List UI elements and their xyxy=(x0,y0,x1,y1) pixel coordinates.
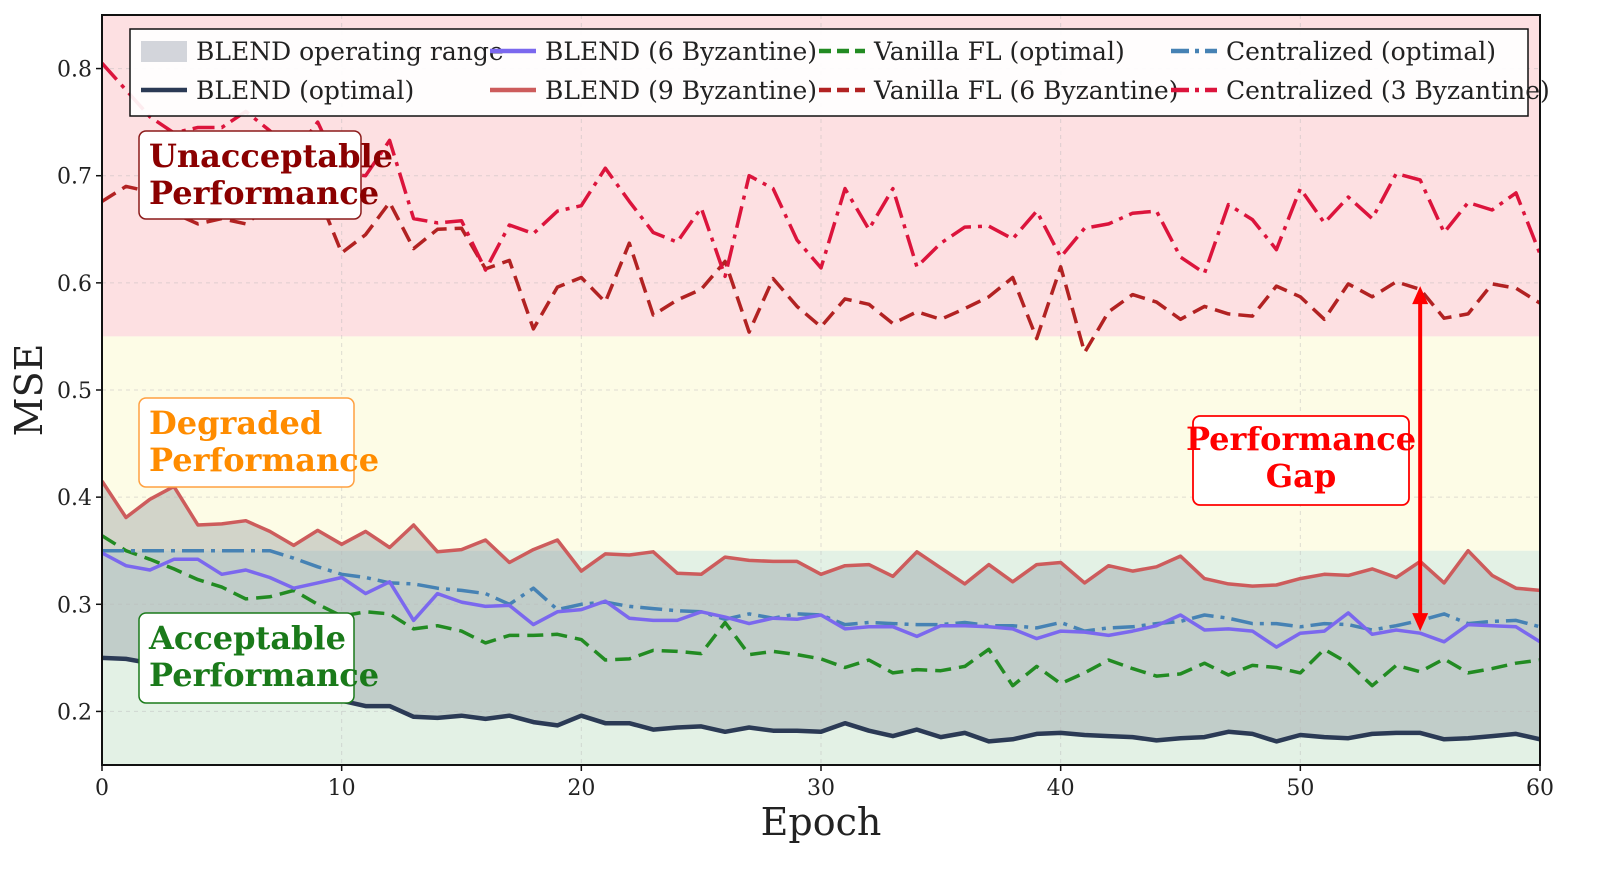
zone-label-line1: Unacceptable xyxy=(149,137,393,175)
y-tick-label-2: 0.4 xyxy=(57,486,92,511)
y-tick-label-3: 0.5 xyxy=(57,379,92,404)
legend-label: Vanilla FL (6 Byzantine) xyxy=(873,76,1178,105)
legend-label: Centralized (3 Byzantine) xyxy=(1226,76,1550,105)
zone-label-line2: Performance xyxy=(149,441,379,479)
zone-label-line2: Performance xyxy=(149,656,379,694)
x-tick-label-0: 0 xyxy=(95,776,109,801)
legend-entry-5: BLEND (9 Byzantine) xyxy=(490,76,817,105)
y-axis-title: MSE xyxy=(7,344,51,437)
y-tick-label-5: 0.7 xyxy=(57,165,92,190)
axes: 0 10 20 30 40 50 60 0.2 0.3 0.4 0.5 0.6 0.7 0.8 Epoch M… xyxy=(7,14,1554,844)
legend-entry-1: BLEND (6 Byzantine) xyxy=(490,37,817,66)
legend-label: BLEND (6 Byzantine) xyxy=(545,37,817,66)
legend-label: BLEND (optimal) xyxy=(196,76,414,105)
legend-swatch xyxy=(141,41,187,62)
legend-entry-0: BLEND operating range xyxy=(141,37,504,66)
series-line-blend-9-byzantine xyxy=(102,480,1540,593)
legend-entry-2: Vanilla FL (optimal) xyxy=(819,37,1125,66)
x-tick-label-2: 20 xyxy=(567,776,595,801)
series-line-centralized-optimal xyxy=(102,548,1540,633)
y-tick-label-4: 0.6 xyxy=(57,272,92,297)
y-tick-label-1: 0.3 xyxy=(57,593,92,618)
legend-label: BLEND (9 Byzantine) xyxy=(545,76,817,105)
gap-label-line1: Performance xyxy=(1186,420,1416,458)
y-tick-label-0: 0.2 xyxy=(57,700,92,725)
zone-labels: UnacceptablePerformanceDegradedPerforman… xyxy=(138,130,393,704)
zone-label-box xyxy=(138,612,355,704)
legend: BLEND operating range BLEND (6 Byzantine)… xyxy=(129,28,1550,117)
x-tick-label-4: 40 xyxy=(1047,776,1075,801)
legend-entry-3: Centralized (optimal) xyxy=(1171,37,1496,66)
gap-arrow-head-bottom xyxy=(1412,613,1429,632)
legend-label: Vanilla FL (optimal) xyxy=(873,37,1125,66)
legend-entry-7: Centralized (3 Byzantine) xyxy=(1171,76,1550,105)
legend-entry-6: Vanilla FL (6 Byzantine) xyxy=(819,76,1178,105)
x-tick-label-5: 50 xyxy=(1286,776,1314,801)
gap-arrow-head-top xyxy=(1412,286,1429,305)
zone-label-box xyxy=(138,397,355,488)
x-tick-label-3: 30 xyxy=(807,776,835,801)
legend-label: BLEND operating range xyxy=(196,37,504,66)
zone-label-line1: Degraded xyxy=(149,404,322,442)
gap-label-line2: Gap xyxy=(1266,457,1336,495)
zone-label-box xyxy=(138,130,362,220)
x-axis-title: Epoch xyxy=(761,800,882,844)
series-line-vanilla-fl-6-byzantine xyxy=(102,184,1540,355)
y-tick-label-6: 0.8 xyxy=(57,58,92,83)
legend-entry-4: BLEND (optimal) xyxy=(141,76,414,105)
zone-label-line2: Performance xyxy=(149,174,379,212)
x-tick-label-6: 60 xyxy=(1526,776,1554,801)
legend-label: Centralized (optimal) xyxy=(1226,37,1496,66)
zone-label-line1: Acceptable xyxy=(148,619,346,657)
x-tick-label-1: 10 xyxy=(328,776,356,801)
series-line-blend-6-byzantine xyxy=(102,551,1540,649)
gap-label-box xyxy=(1192,415,1410,506)
series-line-vanilla-fl-optimal xyxy=(102,534,1540,688)
legend-box xyxy=(129,28,1529,117)
operating-range-band xyxy=(102,481,1540,742)
operating-range-area xyxy=(102,481,1540,742)
